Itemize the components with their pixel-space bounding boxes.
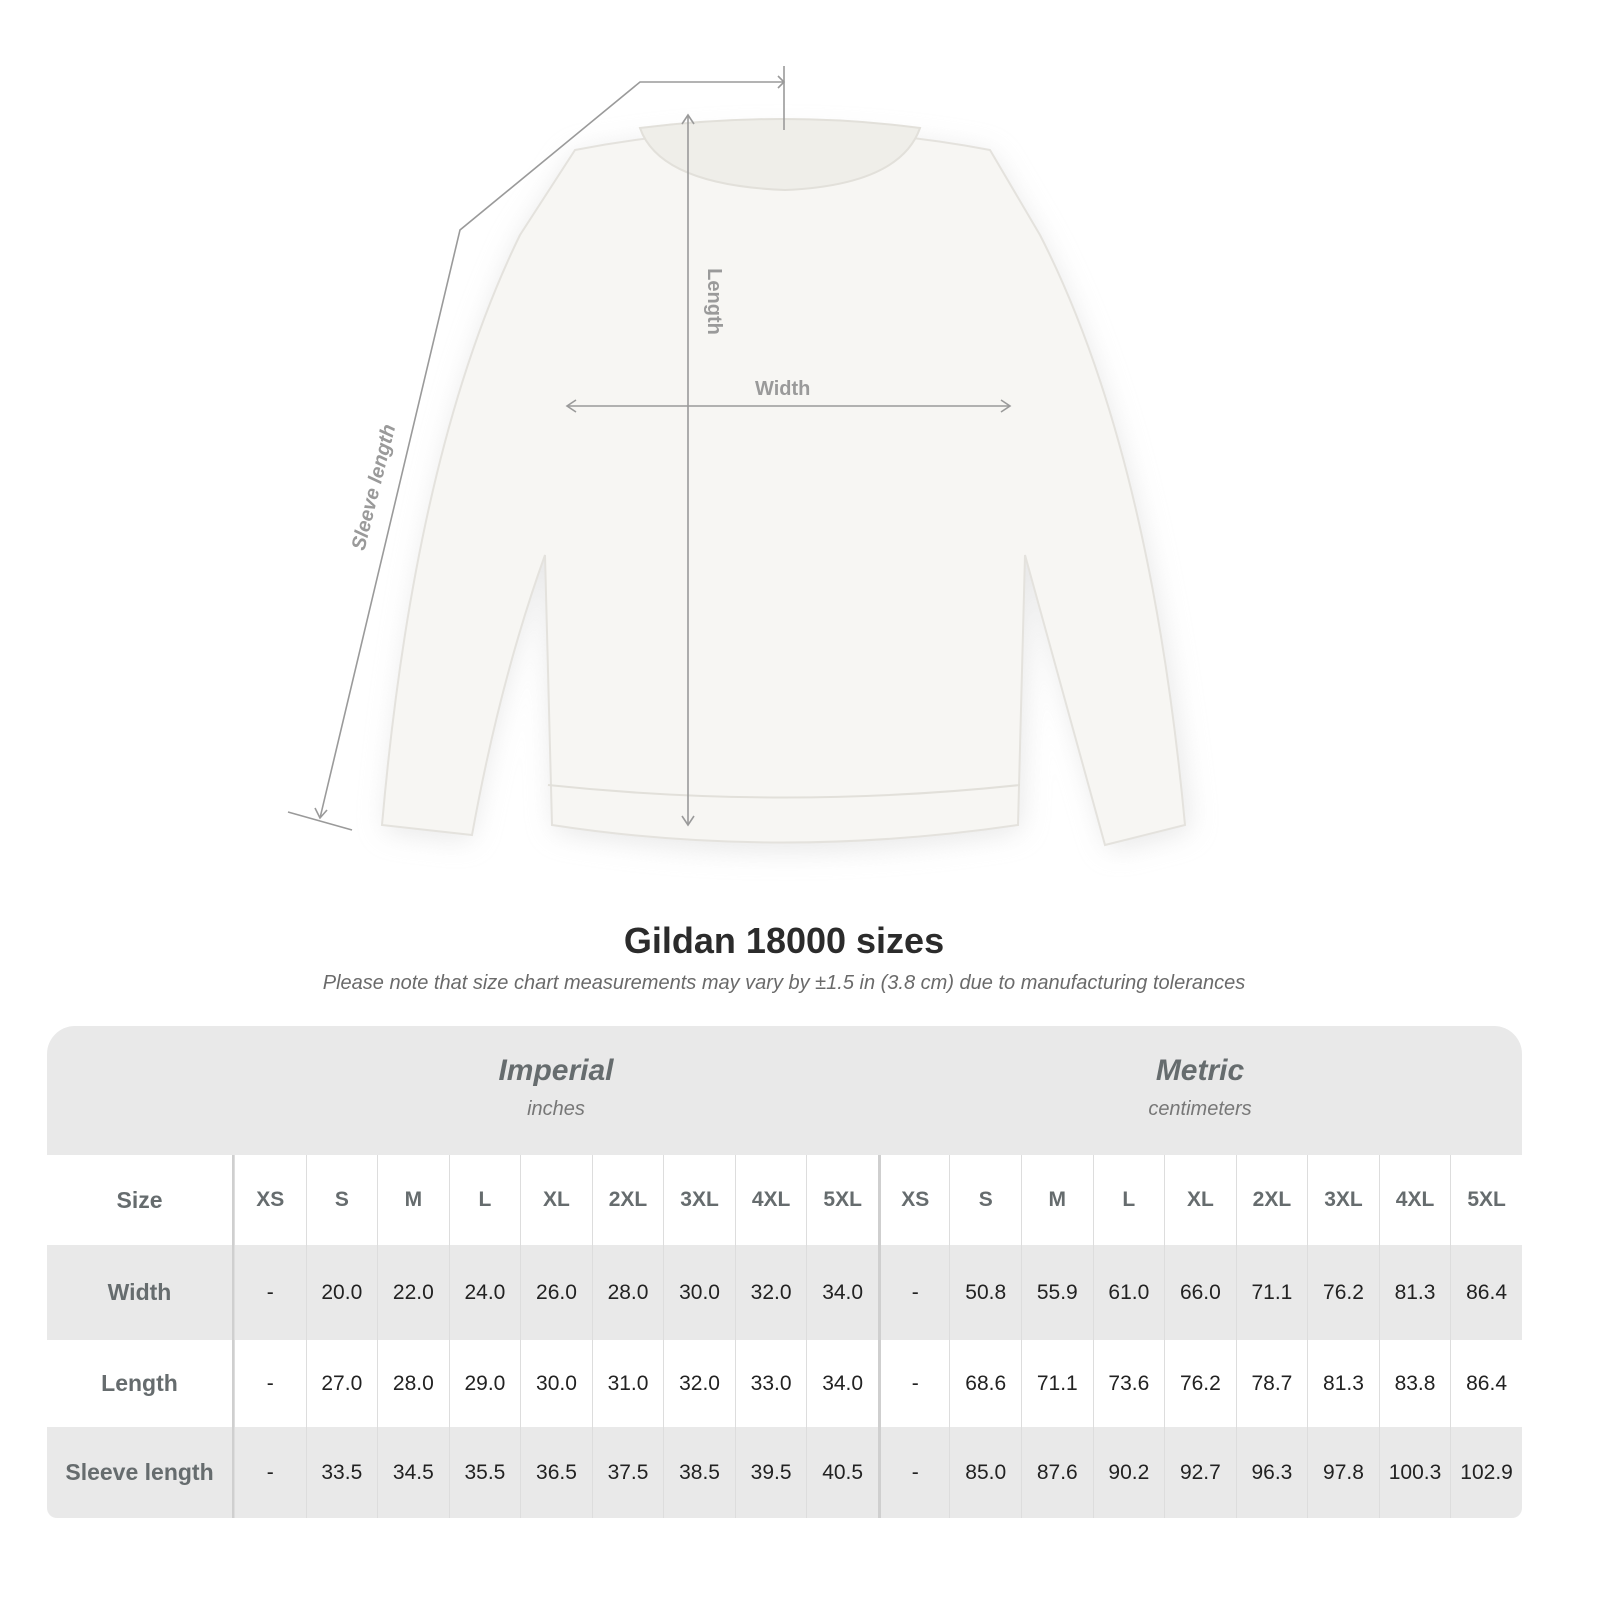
- imperial-value: 40.5: [806, 1427, 878, 1518]
- metric-value: 78.7: [1235, 1340, 1308, 1427]
- metric-value: 86.4: [1450, 1245, 1522, 1340]
- metric-value: 71.1: [1021, 1340, 1093, 1427]
- metric-value: 61.0: [1092, 1245, 1165, 1340]
- imperial-value: 24.0: [448, 1245, 521, 1340]
- imperial-value: 37.5: [591, 1427, 664, 1518]
- imperial-value: 26.0: [520, 1245, 592, 1340]
- metric-value: 83.8: [1378, 1340, 1451, 1427]
- metric-unit: centimeters: [1148, 1098, 1252, 1120]
- metric-value: 66.0: [1164, 1245, 1236, 1340]
- imperial-value: -: [234, 1245, 306, 1340]
- metric-value: 73.6: [1092, 1340, 1165, 1427]
- metric-value: 102.9: [1450, 1427, 1522, 1518]
- imperial-value: 33.0: [734, 1340, 807, 1427]
- metric-value: 100.3: [1378, 1427, 1451, 1518]
- metric-value: 90.2: [1092, 1427, 1165, 1518]
- imperial-size-xl: XL: [520, 1155, 592, 1245]
- row-label: Length: [47, 1340, 234, 1427]
- imperial-size-3xl: 3XL: [663, 1155, 735, 1245]
- row-label: Sleeve length: [47, 1427, 234, 1518]
- imperial-value: 34.0: [806, 1245, 878, 1340]
- metric-value: 87.6: [1021, 1427, 1093, 1518]
- width-label: Width: [755, 378, 811, 400]
- imperial-value: 33.5: [305, 1427, 378, 1518]
- metric-value: 97.8: [1307, 1427, 1379, 1518]
- metric-value: -: [877, 1427, 950, 1518]
- imperial-value: 36.5: [520, 1427, 592, 1518]
- imperial-value: 28.0: [591, 1245, 664, 1340]
- imperial-size-s: S: [305, 1155, 378, 1245]
- metric-size-l: L: [1092, 1155, 1165, 1245]
- metric-value: 81.3: [1378, 1245, 1451, 1340]
- metric-value: -: [877, 1245, 950, 1340]
- metric-size-2xl: 2XL: [1235, 1155, 1308, 1245]
- table-row-length: Length -27.0 28.0 29.0 30.0 31.0 32.0 33.0 34.0-…: [47, 1340, 1522, 1427]
- metric-value: -: [877, 1340, 950, 1427]
- sweatshirt-collar: [638, 118, 922, 192]
- metric-size-xl: XL: [1164, 1155, 1236, 1245]
- imperial-value: 32.0: [734, 1245, 807, 1340]
- imperial-title: Imperial: [498, 1054, 614, 1087]
- imperial-size-2xl: 2XL: [591, 1155, 664, 1245]
- metric-size-m: M: [1021, 1155, 1093, 1245]
- metric-value: 86.4: [1450, 1340, 1522, 1427]
- units-header: [47, 1026, 1522, 1155]
- imperial-value: 29.0: [448, 1340, 521, 1427]
- metric-value: 85.0: [949, 1427, 1021, 1518]
- metric-value: 92.7: [1164, 1427, 1236, 1518]
- imperial-value: -: [234, 1340, 306, 1427]
- table-row-width: Width -20.0 22.0 24.0 26.0 28.0 30.0 32.0 34.0-5…: [47, 1245, 1522, 1340]
- imperial-value: 31.0: [591, 1340, 664, 1427]
- imperial-size-m: M: [377, 1155, 449, 1245]
- imperial-value: 28.0: [377, 1340, 449, 1427]
- metric-value: 50.8: [949, 1245, 1021, 1340]
- sweatshirt-body: [380, 129, 1187, 847]
- imperial-value: -: [234, 1427, 306, 1518]
- metric-size-3xl: 3XL: [1307, 1155, 1379, 1245]
- imperial-unit: inches: [527, 1098, 585, 1120]
- imperial-size-4xl: 4XL: [734, 1155, 807, 1245]
- imperial-group: Imperial inches: [234, 1026, 878, 1155]
- measure-lines: [287, 66, 1012, 831]
- imperial-size-l: L: [448, 1155, 521, 1245]
- metric-value: 71.1: [1235, 1245, 1308, 1340]
- metric-title: Metric: [1155, 1054, 1245, 1087]
- imperial-value: 27.0: [305, 1340, 378, 1427]
- size-header-label: Size: [47, 1155, 234, 1245]
- imperial-value: 20.0: [305, 1245, 378, 1340]
- imperial-value: 22.0: [377, 1245, 449, 1340]
- table-row-sleeve-length: Sleeve length -33.5 34.5 35.5 36.5 37.5 38.5 39…: [47, 1427, 1522, 1518]
- imperial-value: 35.5: [448, 1427, 521, 1518]
- metric-value: 55.9: [1021, 1245, 1093, 1340]
- metric-value: 76.2: [1164, 1340, 1236, 1427]
- metric-value: 76.2: [1307, 1245, 1379, 1340]
- metric-group: Metric centimeters: [878, 1026, 1522, 1155]
- imperial-value: 39.5: [734, 1427, 807, 1518]
- sweatshirt-hem: [547, 784, 1021, 799]
- chart-title: Gildan 18000 sizes: [623, 920, 945, 961]
- metric-size-s: S: [949, 1155, 1021, 1245]
- metric-size-xs: XS: [877, 1155, 950, 1245]
- imperial-value: 32.0: [663, 1340, 735, 1427]
- imperial-value: 30.0: [520, 1340, 592, 1427]
- metric-size-4xl: 4XL: [1378, 1155, 1451, 1245]
- metric-value: 68.6: [949, 1340, 1021, 1427]
- imperial-size-5xl: 5XL: [806, 1155, 878, 1245]
- metric-value: 81.3: [1307, 1340, 1379, 1427]
- metric-size-5xl: 5XL: [1450, 1155, 1522, 1245]
- length-label: Length: [702, 268, 725, 335]
- size-table: Imperial inches Metric centimeters Size X…: [47, 1026, 1522, 1518]
- imperial-size-xs: XS: [234, 1155, 306, 1245]
- size-header-row: Size XS S M L XL 2XL 3XL 4XL 5XL XS S M L XL 2XL 3XL 4XL 5…: [47, 1155, 1522, 1245]
- metric-value: 96.3: [1235, 1427, 1308, 1518]
- tolerance-note: Please note that size chart measurements…: [322, 972, 1246, 994]
- imperial-value: 34.0: [806, 1340, 878, 1427]
- imperial-value: 30.0: [663, 1245, 735, 1340]
- imperial-value: 34.5: [377, 1427, 449, 1518]
- row-label: Width: [47, 1245, 234, 1340]
- imperial-value: 38.5: [663, 1427, 735, 1518]
- sweatshirt-diagram: [287, 66, 1190, 850]
